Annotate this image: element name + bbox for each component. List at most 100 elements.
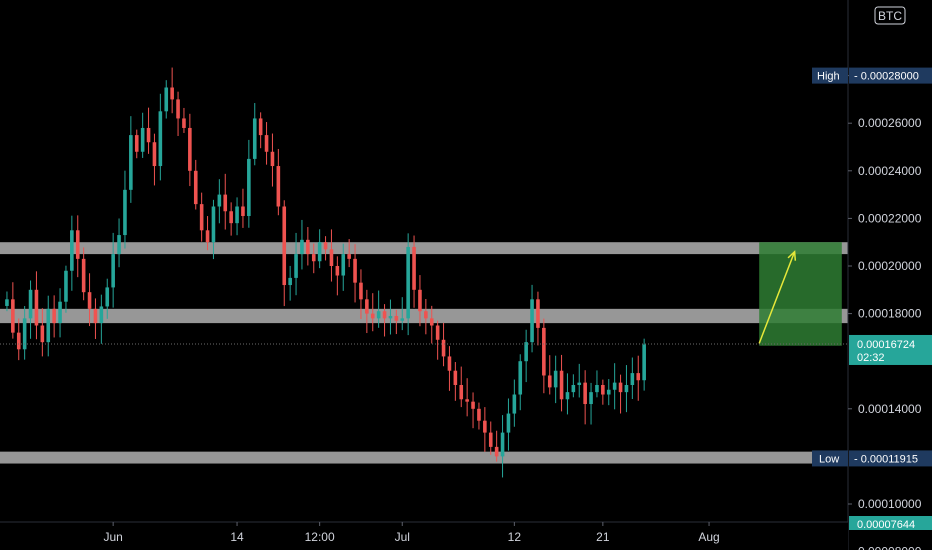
candle-body[interactable] <box>388 315 393 319</box>
candle-body[interactable] <box>146 127 151 143</box>
candle-body[interactable] <box>418 289 422 312</box>
candle-body[interactable] <box>595 385 599 393</box>
target-box[interactable] <box>759 242 842 346</box>
candle-body[interactable] <box>606 389 611 395</box>
candle-body[interactable] <box>341 254 346 276</box>
candle-body[interactable] <box>99 306 104 324</box>
candle-body[interactable] <box>70 230 74 271</box>
candle-body[interactable] <box>22 318 27 350</box>
candle-body[interactable] <box>129 135 133 190</box>
candle-body[interactable] <box>123 189 127 236</box>
high-value-tag[interactable] <box>849 67 932 84</box>
candle-body[interactable] <box>488 432 493 447</box>
candle-body[interactable] <box>329 249 334 266</box>
candle-body[interactable] <box>536 299 540 328</box>
candle-body[interactable] <box>11 299 15 333</box>
candle-body[interactable] <box>618 382 623 393</box>
candle-body[interactable] <box>365 299 369 314</box>
candle-body[interactable] <box>40 325 45 343</box>
candle-body[interactable] <box>117 235 121 255</box>
zone-support[interactable] <box>0 451 848 464</box>
last-price-tag[interactable] <box>849 334 932 365</box>
candle-body[interactable] <box>612 382 617 390</box>
candle-body[interactable] <box>193 170 198 205</box>
candle-body[interactable] <box>229 211 233 224</box>
candle-body[interactable] <box>317 242 322 262</box>
candle-body[interactable] <box>542 327 546 376</box>
candle-body[interactable] <box>81 258 86 293</box>
candle-body[interactable] <box>111 254 115 288</box>
zone-resistance-lower[interactable] <box>0 308 848 324</box>
candle-body[interactable] <box>353 258 357 283</box>
candle-body[interactable] <box>140 127 145 152</box>
candle-body[interactable] <box>459 385 464 400</box>
candle-body[interactable] <box>288 277 292 286</box>
candle-body[interactable] <box>158 111 163 167</box>
candle-body[interactable] <box>306 239 310 255</box>
candle-body[interactable] <box>152 142 157 167</box>
candle-body[interactable] <box>547 375 552 388</box>
candle-body[interactable] <box>258 118 263 136</box>
candle-body[interactable] <box>382 311 387 319</box>
price-axis[interactable]: BTC 0.00026000 0.00024000 0.00022000 0.00020… <box>812 0 932 550</box>
candle-body[interactable] <box>524 342 528 362</box>
candle-body[interactable] <box>311 254 316 262</box>
candle-body[interactable] <box>300 239 304 255</box>
candle-body[interactable] <box>270 151 275 167</box>
candle-body[interactable] <box>176 99 180 119</box>
candle-body[interactable] <box>241 206 245 217</box>
candle-body[interactable] <box>642 344 646 381</box>
candle-body[interactable] <box>235 206 239 224</box>
candle-body[interactable] <box>577 382 582 385</box>
candle-body[interactable] <box>494 446 499 457</box>
candle-body[interactable] <box>424 311 428 319</box>
low-value-tag[interactable] <box>849 450 932 467</box>
candle-body[interactable] <box>506 413 511 433</box>
candle-body[interactable] <box>359 282 363 300</box>
candle-body[interactable] <box>211 206 216 243</box>
candle-body[interactable] <box>636 373 641 381</box>
candle-body[interactable] <box>105 287 110 307</box>
candle-body[interactable] <box>134 135 139 152</box>
candle-body[interactable] <box>252 118 257 159</box>
candle-body[interactable] <box>589 392 593 405</box>
candle-body[interactable] <box>205 230 210 243</box>
candle-body[interactable] <box>471 401 475 409</box>
candle-body[interactable] <box>601 385 605 395</box>
candle-body[interactable] <box>46 308 51 343</box>
candle-body[interactable] <box>52 308 56 324</box>
candle-body[interactable] <box>583 382 587 405</box>
candle-body[interactable] <box>5 299 9 306</box>
candle-body[interactable] <box>93 308 98 324</box>
candle-body[interactable] <box>182 118 186 128</box>
candle-body[interactable] <box>559 370 564 400</box>
candle-body[interactable] <box>335 266 340 276</box>
candle-body[interactable] <box>624 385 629 393</box>
candle-body[interactable] <box>376 311 381 319</box>
candle-body[interactable] <box>571 385 576 393</box>
candle-body[interactable] <box>483 420 487 433</box>
high-tag[interactable] <box>812 67 848 84</box>
candle-body[interactable] <box>453 370 458 385</box>
candle-body[interactable] <box>500 432 505 457</box>
candle-body[interactable] <box>28 289 33 319</box>
candle-body[interactable] <box>170 87 174 100</box>
candle-body[interactable] <box>34 289 39 326</box>
candle-body[interactable] <box>429 318 434 326</box>
candle-body[interactable] <box>164 87 169 112</box>
candle-body[interactable] <box>264 135 269 152</box>
currency-badge[interactable] <box>874 6 906 25</box>
candle-body[interactable] <box>435 325 440 340</box>
candle-body[interactable] <box>553 370 558 388</box>
low-tag[interactable] <box>812 450 848 467</box>
candle-body[interactable] <box>518 361 523 395</box>
candle-body[interactable] <box>294 254 298 278</box>
candle-body[interactable] <box>406 246 410 319</box>
candle-body[interactable] <box>370 313 375 319</box>
candle-body[interactable] <box>75 230 80 259</box>
candle-body[interactable] <box>276 166 281 207</box>
candle-body[interactable] <box>223 194 228 212</box>
candle-body[interactable] <box>347 254 351 259</box>
candle-body[interactable] <box>188 127 192 171</box>
candle-body[interactable] <box>217 194 222 207</box>
